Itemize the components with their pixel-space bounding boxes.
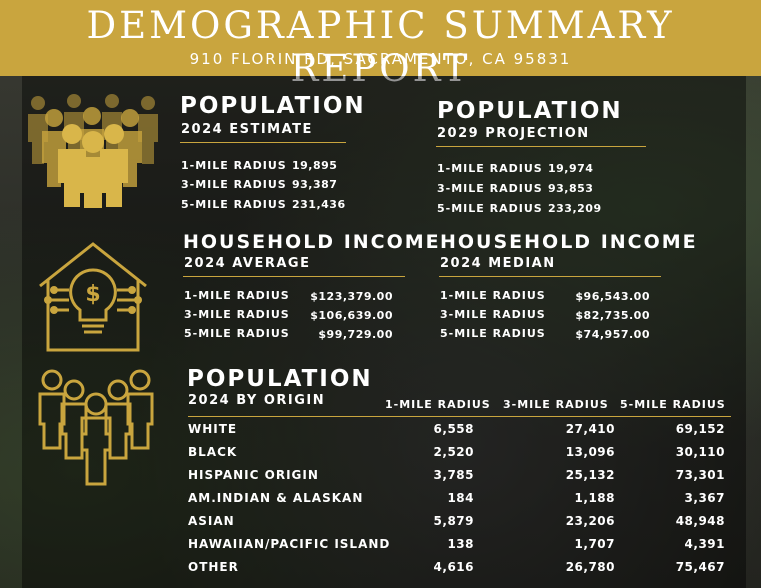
pop2024-row-label: 1-MILE RADIUS — [181, 159, 287, 172]
pop2024-row-value: 231,436 — [292, 198, 346, 211]
table-cell: 1,188 — [574, 491, 615, 505]
table-cell: 3,367 — [684, 491, 725, 505]
people-crowd-icon — [28, 94, 158, 208]
origin-column-header: 5-MILE RADIUS — [620, 398, 726, 411]
income-med-row-label: 3-MILE RADIUS — [440, 308, 546, 321]
income-median-title: HOUSEHOLD INCOME — [440, 231, 698, 253]
income-median-subtitle: 2024 MEDIAN — [440, 256, 556, 271]
table-row-label: HISPANIC ORIGIN — [188, 468, 319, 482]
table-cell: 13,096 — [565, 445, 615, 459]
pop2024-row-value: 93,387 — [292, 178, 338, 191]
table-cell: 184 — [447, 491, 474, 505]
income-avg-row-label: 3-MILE RADIUS — [184, 308, 290, 321]
table-cell: 3,785 — [433, 468, 474, 482]
table-row-label: AM.INDIAN & ALASKAN — [188, 491, 364, 505]
table-row-label: ASIAN — [188, 514, 235, 528]
svg-text:$: $ — [85, 282, 100, 307]
income-average-subtitle: 2024 AVERAGE — [184, 256, 311, 271]
pop2024-row-label: 5-MILE RADIUS — [181, 198, 287, 211]
income-med-row-value: $96,543.00 — [575, 290, 650, 303]
origin-subtitle: 2024 BY ORIGIN — [188, 393, 326, 408]
table-cell: 5,879 — [433, 514, 474, 528]
report-title: DEMOGRAPHIC SUMMARY REPORT — [86, 4, 675, 90]
table-cell: 48,948 — [675, 514, 725, 528]
house-bulb-dollar-icon: $ — [39, 242, 147, 352]
table-cell: 4,391 — [684, 537, 725, 551]
population-2029-subtitle: 2029 PROJECTION — [437, 126, 590, 141]
table-cell: 69,152 — [675, 422, 725, 436]
income-avg-row-value: $99,729.00 — [318, 328, 393, 341]
section-divider — [180, 142, 346, 143]
pop2024-row-value: 19,895 — [292, 159, 338, 172]
origin-column-header: 3-MILE RADIUS — [503, 398, 609, 411]
table-cell: 23,206 — [565, 514, 615, 528]
pop2029-row-value: 93,853 — [548, 182, 594, 195]
pop2024-row-label: 3-MILE RADIUS — [181, 178, 287, 191]
table-divider — [188, 416, 731, 417]
pop2029-row-value: 19,974 — [548, 162, 594, 175]
income-average-title: HOUSEHOLD INCOME — [183, 231, 441, 253]
section-divider — [436, 146, 646, 147]
report-header: DEMOGRAPHIC SUMMARY REPORT 910 FLORIN RD… — [0, 0, 761, 90]
table-cell: 30,110 — [675, 445, 725, 459]
table-cell: 75,467 — [675, 560, 725, 574]
income-avg-row-value: $106,639.00 — [310, 309, 393, 322]
income-avg-row-label: 5-MILE RADIUS — [184, 327, 290, 340]
table-cell: 2,520 — [433, 445, 474, 459]
section-divider — [439, 276, 661, 277]
table-cell: 26,780 — [565, 560, 615, 574]
population-2024-subtitle: 2024 ESTIMATE — [181, 122, 313, 137]
section-divider — [183, 276, 405, 277]
table-row-label: WHITE — [188, 422, 238, 436]
table-cell: 73,301 — [675, 468, 725, 482]
population-2024-title: POPULATION — [180, 93, 366, 119]
people-group-outline-icon — [38, 369, 154, 486]
table-row-label: BLACK — [188, 445, 238, 459]
income-med-row-value: $74,957.00 — [575, 328, 650, 341]
table-cell: 27,410 — [565, 422, 615, 436]
population-2029-title: POPULATION — [437, 98, 623, 124]
income-med-row-label: 5-MILE RADIUS — [440, 327, 546, 340]
table-cell: 25,132 — [565, 468, 615, 482]
income-avg-row-value: $123,379.00 — [310, 290, 393, 303]
pop2029-row-label: 3-MILE RADIUS — [437, 182, 543, 195]
income-med-row-label: 1-MILE RADIUS — [440, 289, 546, 302]
pop2029-row-label: 1-MILE RADIUS — [437, 162, 543, 175]
origin-column-header: 1-MILE RADIUS — [385, 398, 491, 411]
property-address: 910 FLORIN RD, SACRAMENTO, CA 95831 — [189, 50, 572, 68]
table-cell: 1,707 — [574, 537, 615, 551]
table-row-label: OTHER — [188, 560, 239, 574]
pop2029-row-label: 5-MILE RADIUS — [437, 202, 543, 215]
income-avg-row-label: 1-MILE RADIUS — [184, 289, 290, 302]
table-cell: 6,558 — [433, 422, 474, 436]
pop2029-row-value: 233,209 — [548, 202, 602, 215]
table-cell: 4,616 — [433, 560, 474, 574]
income-med-row-value: $82,735.00 — [575, 309, 650, 322]
table-row-label: HAWAIIAN/PACIFIC ISLAND — [188, 537, 391, 551]
table-cell: 138 — [447, 537, 474, 551]
origin-title: POPULATION — [187, 366, 373, 392]
